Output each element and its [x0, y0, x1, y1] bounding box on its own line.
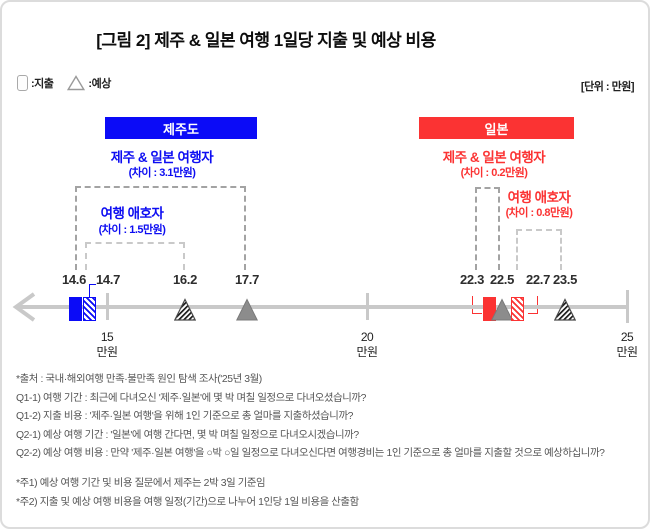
number-line — [16, 305, 628, 309]
marker-legend: :지출 :예상 — [17, 75, 111, 91]
value-jeju-spend-hatched: 14.7 — [95, 272, 121, 287]
tick-label-20: 20 만원 — [342, 330, 392, 360]
footnote-note1: *주1) 예상 여행 기간 및 비용 질문에서 제주는 2박 3일 기준임 — [16, 477, 266, 489]
marker-jeju-spend-solid-rect — [68, 297, 82, 321]
tick-label-15-unit: 만원 — [96, 345, 118, 359]
value-japan-spend-hatched: 22.7 — [525, 272, 551, 287]
marker-jeju-spend-hatched-rect — [82, 297, 96, 321]
marker-japan-expected-solid-triangle — [491, 298, 513, 321]
value-japan-expected-hatched: 23.5 — [552, 272, 578, 287]
spend-rect-icon — [17, 75, 28, 91]
figure-title: [그림 2] 제주 & 일본 여행 1일당 지출 및 예상 비용 — [96, 31, 436, 50]
tick-15 — [105, 293, 109, 320]
jeju-header-bar: 제주도 — [105, 117, 257, 139]
japan-group1-name: 제주 & 일본 여행자 — [442, 150, 546, 165]
japan-group2-name: 여행 애호자 — [507, 190, 571, 205]
tick-label-15: 15 만원 — [82, 330, 132, 360]
footnote-q2-1: Q2-1) 예상 여행 기간 : '일본'에 여행 간다면, 몇 박 며칠 일정… — [16, 429, 359, 441]
value-japan-spend-solid: 22.3 — [459, 272, 485, 287]
footnote-note2: *주2) 지출 및 예상 여행 비용을 여행 일정(기간)으로 나누어 1인당 … — [16, 496, 359, 508]
jeju-group1-diff: (차이 : 3.1만원) — [128, 167, 196, 179]
tick-label-25-unit: 만원 — [616, 345, 638, 359]
marker-jeju-expected-hatched-triangle — [174, 298, 196, 321]
value-jeju-expected-solid: 17.7 — [234, 272, 260, 287]
legend-expected-label: :예상 — [88, 78, 111, 90]
marker-japan-spend-solid-rect — [482, 297, 496, 321]
jeju-group1-name: 제주 & 일본 여행자 — [110, 150, 214, 165]
jeju-group1-bracket — [75, 186, 246, 270]
left-arrow-icon — [12, 292, 36, 322]
jeju-group2-bracket — [85, 242, 185, 270]
japan-group2-diff: (차이 : 0.8만원) — [505, 207, 573, 219]
footnote-q1-1: Q1-1) 여행 기간 : 최근에 다녀오신 '제주·일본'에 몇 박 며칠 일… — [16, 392, 366, 404]
japan-group2-bracket — [516, 229, 562, 270]
japan-header-bar: 일본 — [419, 117, 574, 139]
tick-label-25-value: 25 — [620, 330, 634, 344]
marker-japan-expected-hatched-triangle — [554, 298, 576, 321]
value-japan-expected-solid: 22.5 — [489, 272, 515, 287]
tick-label-25: 25 만원 — [602, 330, 648, 360]
footnotes: *출처 : 국내·해외여행 만족·불만족 원인 탐색 조사('25년 3월) Q… — [16, 371, 644, 512]
marker-japan-spend-hatched-rect — [510, 297, 524, 321]
unit-label: [단위 : 만원] — [580, 81, 635, 93]
value-jeju-expected-hatched: 16.2 — [172, 272, 198, 287]
tick-label-15-value: 15 — [100, 330, 114, 344]
footnote-source: *출처 : 국내·해외여행 만족·불만족 원인 탐색 조사('25년 3월) — [16, 374, 262, 385]
japan-group1-bracket — [475, 187, 500, 270]
footnote-q2-2: Q2-2) 예상 여행 비용 : 만약 '제주·일본 여행'을 ○박 ○일 일정… — [16, 448, 605, 460]
tick-25-endcap — [625, 290, 629, 323]
tick-20 — [365, 293, 369, 320]
jeju-group2-name: 여행 애호자 — [100, 206, 164, 221]
connector-14-7 — [89, 284, 96, 297]
legend-spend-label: :지출 — [31, 78, 54, 90]
value-jeju-spend-solid: 14.6 — [61, 272, 87, 287]
tick-label-20-unit: 만원 — [356, 345, 378, 359]
tick-label-20-value: 20 — [360, 330, 374, 344]
marker-jeju-expected-solid-triangle — [236, 298, 258, 321]
jeju-group2-diff: (차이 : 1.5만원) — [98, 224, 166, 236]
japan-group1-diff: (차이 : 0.2만원) — [460, 167, 528, 179]
footnote-q1-2: Q1-2) 지출 비용 : '제주·일본 여행'을 위해 1인 기준으로 총 얼… — [16, 411, 354, 423]
expected-triangle-icon — [67, 75, 86, 91]
